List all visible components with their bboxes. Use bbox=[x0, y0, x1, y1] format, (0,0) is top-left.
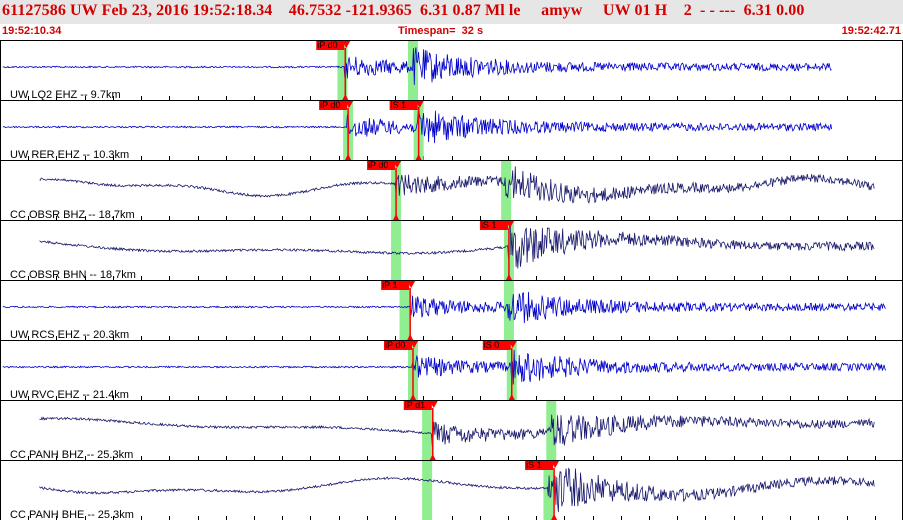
event-info-title: 61127586 UW Feb 23, 2016 19:52:18.34 46.… bbox=[2, 2, 805, 19]
seismogram-panel[interactable]: iP d0 UW LQ2 EHZ -- 9.7km iP d0 iS 1 UW RER … bbox=[0, 40, 903, 520]
pick-marker-bottom bbox=[342, 94, 349, 100]
pick-marker-top bbox=[407, 281, 416, 288]
pick-marker-top bbox=[409, 341, 418, 348]
trace-label: UW RCS EHZ -- 20.3km bbox=[10, 329, 129, 341]
waveform-trace bbox=[2, 291, 887, 324]
waveform-trace bbox=[39, 221, 875, 269]
trace-label: CC OBSR BHZ -- 18.7km bbox=[10, 209, 135, 221]
pick-marker-top bbox=[429, 401, 438, 408]
trace-panel[interactable]: iP d0 CC OBSR BHZ -- 18.7km bbox=[0, 160, 903, 221]
trace-panel-border bbox=[0, 340, 903, 401]
pick-marker-bottom bbox=[345, 154, 352, 160]
pick-label: iS 1 bbox=[391, 100, 407, 110]
pick-marker-bottom bbox=[508, 394, 515, 400]
pick-marker-bottom bbox=[407, 334, 414, 340]
pick-marker-top bbox=[551, 461, 560, 468]
waveform-trace bbox=[2, 349, 887, 385]
pick-label: iP 1 bbox=[382, 280, 397, 290]
waveform-trace bbox=[2, 107, 832, 144]
trace-panel-border bbox=[0, 460, 903, 520]
trace-panel[interactable]: iS 1 CC PANH BHE -- 25.3km bbox=[0, 460, 903, 520]
trace-panel[interactable]: iP d1 CC PANH BHZ -- 25.3km bbox=[0, 400, 903, 461]
trace-panel[interactable]: iP d0 iS 0 UW RVC EHZ -- 21.4km bbox=[0, 340, 903, 401]
waveform-trace bbox=[39, 414, 875, 447]
end-time-label: 19:52:42.71 bbox=[841, 25, 901, 37]
pick-marker-top bbox=[505, 221, 514, 228]
pick-flag[interactable] bbox=[381, 281, 410, 290]
pick-label: iP d0 bbox=[368, 160, 388, 170]
trace-label: CC PANH BHE -- 25.3km bbox=[10, 509, 134, 520]
pick-label: iS 0 bbox=[484, 340, 500, 350]
trace-label: CC OBSR BHN -- 18.7km bbox=[10, 269, 136, 281]
trace-label: UW LQ2 EHZ -- 9.7km bbox=[10, 89, 121, 101]
trace-panel[interactable]: iP d0 iS 1 UW RER EHZ -- 10.3km bbox=[0, 100, 903, 161]
trace-panel-border bbox=[0, 160, 903, 221]
pick-flag[interactable] bbox=[316, 41, 345, 50]
pick-flag[interactable] bbox=[403, 401, 432, 410]
waveform-trace bbox=[39, 166, 875, 204]
pick-marker-top bbox=[508, 341, 517, 348]
pick-marker-top bbox=[415, 101, 424, 108]
pick-flag[interactable] bbox=[525, 461, 554, 470]
trace-panel[interactable]: iP 1 UW RCS EHZ -- 20.3km bbox=[0, 280, 903, 341]
pick-marker-bottom bbox=[409, 394, 416, 400]
pick-label: iP d0 bbox=[385, 340, 405, 350]
trace-label: UW RVC EHZ -- 21.4km bbox=[10, 389, 129, 401]
pick-marker-bottom bbox=[505, 274, 512, 280]
time-bar: 19:52:10.34 Timespan= 32 s 19:52:42.71 bbox=[0, 24, 903, 40]
pick-marker-top bbox=[342, 41, 351, 48]
event-header-bar: 61127586 UW Feb 23, 2016 19:52:18.34 46.… bbox=[0, 0, 903, 24]
trace-label: CC PANH BHZ -- 25.3km bbox=[10, 449, 133, 461]
pick-window bbox=[422, 401, 433, 460]
waveform-trace bbox=[39, 467, 875, 513]
pick-marker-bottom bbox=[551, 514, 558, 520]
pick-label: iP d0 bbox=[317, 40, 337, 50]
pick-label: iS 1 bbox=[526, 460, 542, 470]
pick-flag[interactable] bbox=[319, 101, 348, 110]
pick-marker-bottom bbox=[393, 214, 400, 220]
pick-window bbox=[422, 461, 433, 520]
pick-marker-top bbox=[393, 161, 402, 168]
pick-flag[interactable] bbox=[389, 101, 418, 110]
pick-label: iS 1 bbox=[481, 220, 497, 230]
pick-marker-bottom bbox=[429, 454, 436, 460]
pick-window bbox=[399, 281, 410, 340]
pick-label: iP d1 bbox=[405, 400, 425, 410]
pick-flag[interactable] bbox=[479, 221, 508, 230]
trace-panel[interactable]: iS 1 CC OBSR BHN -- 18.7km bbox=[0, 220, 903, 281]
pick-marker-top bbox=[345, 101, 354, 108]
pick-window bbox=[391, 221, 402, 280]
trace-panel-border bbox=[0, 280, 903, 341]
pick-marker-bottom bbox=[415, 154, 422, 160]
trace-panel[interactable]: iP d0 UW LQ2 EHZ -- 9.7km bbox=[0, 40, 903, 101]
pick-window bbox=[337, 41, 348, 100]
trace-panel-border bbox=[0, 100, 903, 161]
start-time-label: 19:52:10.34 bbox=[2, 25, 62, 37]
pick-flag[interactable] bbox=[482, 341, 511, 350]
pick-label: iP d0 bbox=[320, 100, 340, 110]
trace-label: UW RER EHZ -- 10.3km bbox=[10, 149, 129, 161]
waveform-trace bbox=[2, 47, 832, 85]
timespan-label: Timespan= 32 s bbox=[398, 25, 484, 37]
pick-flag[interactable] bbox=[367, 161, 396, 170]
pick-flag[interactable] bbox=[383, 341, 412, 350]
